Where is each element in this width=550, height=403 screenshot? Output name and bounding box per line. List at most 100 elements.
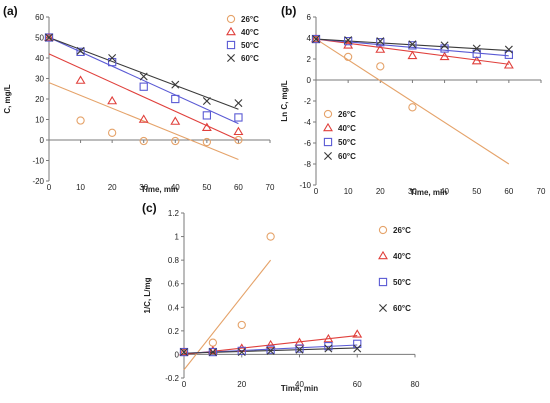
- x-tick-label: 0: [182, 380, 187, 389]
- data-point-c50: [343, 36, 353, 46]
- data-point-c26: [237, 320, 246, 330]
- fit-line-c60: [48, 36, 239, 110]
- y-tick-label: 4: [307, 34, 312, 43]
- data-point-c60: [295, 345, 304, 354]
- data-point-c50: [76, 47, 85, 56]
- legend-marker-c60: [324, 152, 332, 160]
- data-point-c40: [375, 44, 386, 53]
- data-point-c26: [208, 338, 218, 347]
- data-point-c50: [472, 49, 481, 58]
- data-point-c40: [503, 60, 514, 69]
- legend-label-c60: 60°C: [338, 152, 356, 161]
- y-tick-label: 1.2: [168, 209, 180, 218]
- data-point-c40: [44, 32, 54, 41]
- fit-line-c50: [48, 36, 239, 125]
- x-tick-label: 10: [344, 187, 353, 196]
- legend: 26°C 40°C 50°C 60°C: [378, 225, 411, 313]
- data-point-c26: [76, 116, 85, 125]
- data-point-c40: [471, 55, 482, 65]
- legend-marker-c50: [226, 40, 236, 50]
- legend-label-c26: 26°C: [393, 226, 411, 235]
- data-point-c26: [376, 62, 385, 71]
- legend-marker-c50: [378, 277, 388, 287]
- data-point-c60: [376, 37, 385, 46]
- data-point-c26: [234, 135, 243, 145]
- data-point-c26: [266, 232, 275, 241]
- legend-marker-c26: [323, 109, 333, 119]
- y-tick-label: 0.6: [168, 280, 180, 289]
- x-tick-label: 20: [376, 187, 385, 196]
- panel-label: (a): [3, 4, 18, 18]
- legend-label-c26: 26°C: [241, 15, 259, 24]
- y-tick-label: -20: [32, 177, 44, 186]
- data-point-c50: [295, 344, 304, 353]
- data-point-c50: [234, 113, 243, 122]
- panel-label: (b): [281, 4, 296, 18]
- fit-line-c26: [48, 82, 239, 160]
- x-tick-label: 50: [472, 187, 481, 196]
- data-point-c40: [107, 95, 118, 105]
- legend-marker-c26: [378, 225, 388, 235]
- data-point-c50: [408, 41, 417, 50]
- data-point-c40: [179, 346, 189, 356]
- data-point-c50: [179, 347, 189, 357]
- fit-line-c40: [48, 53, 239, 141]
- legend-marker-c60: [227, 54, 235, 62]
- legend-marker-c60: [379, 304, 387, 312]
- legend-marker-c40: [226, 26, 236, 36]
- data-point-c60: [472, 44, 481, 53]
- y-tick-label: 60: [35, 13, 44, 22]
- y-tick-label: -6: [304, 139, 312, 148]
- data-point-c26: [343, 52, 353, 62]
- y-axis-label: Ln C, mg/L: [280, 80, 289, 121]
- x-tick-label: 60: [353, 380, 362, 389]
- data-point-c50: [504, 50, 514, 59]
- x-tick-label: 20: [108, 183, 117, 192]
- data-point-c50: [202, 111, 212, 120]
- data-point-c40: [233, 126, 244, 136]
- legend-label-c50: 50°C: [241, 41, 259, 50]
- data-point-c50: [353, 339, 362, 348]
- x-tick-label: 40: [440, 187, 449, 196]
- data-point-c40: [138, 114, 149, 123]
- data-point-c60: [408, 40, 417, 49]
- y-tick-label: 0.8: [168, 256, 180, 265]
- data-point-c50: [376, 38, 385, 47]
- data-point-c60: [234, 99, 243, 108]
- data-point-c50: [324, 342, 333, 351]
- data-point-c50: [208, 347, 218, 357]
- data-point-c60: [312, 35, 320, 44]
- y-tick-label: -8: [304, 160, 312, 169]
- data-point-c26: [408, 103, 417, 112]
- data-point-c50: [311, 34, 321, 44]
- y-tick-label: 40: [35, 54, 44, 63]
- y-tick-label: 0.4: [168, 303, 180, 312]
- data-point-c40: [170, 116, 181, 125]
- x-tick-label: 20: [237, 380, 246, 389]
- y-axis-label: 1/C, L/mg: [143, 277, 152, 313]
- y-tick-label: -0.2: [165, 374, 179, 383]
- data-point-c60: [76, 46, 85, 55]
- data-point-c60: [139, 72, 148, 81]
- legend-marker-c40: [378, 250, 388, 260]
- data-point-c60: [237, 348, 246, 357]
- y-tick-label: -2: [304, 97, 312, 106]
- y-tick-label: -10: [299, 181, 311, 190]
- data-point-c26: [202, 137, 212, 147]
- data-point-c50: [139, 82, 148, 91]
- x-axis-label: Time, min: [410, 188, 447, 197]
- data-point-c26: [107, 128, 117, 137]
- data-point-c50: [266, 345, 275, 354]
- y-tick-label: 2: [307, 55, 312, 64]
- x-axis-label: Time, min: [281, 384, 318, 393]
- data-point-c60: [108, 54, 117, 62]
- legend-label-c40: 40°C: [241, 28, 259, 37]
- legend-marker-c50: [323, 137, 333, 147]
- x-tick-label: 10: [76, 183, 85, 192]
- y-tick-label: 1: [175, 233, 180, 242]
- y-tick-label: -4: [304, 118, 312, 127]
- data-point-c40: [407, 50, 418, 60]
- x-tick-label: 40: [171, 183, 180, 192]
- fit-line-c26: [183, 259, 272, 371]
